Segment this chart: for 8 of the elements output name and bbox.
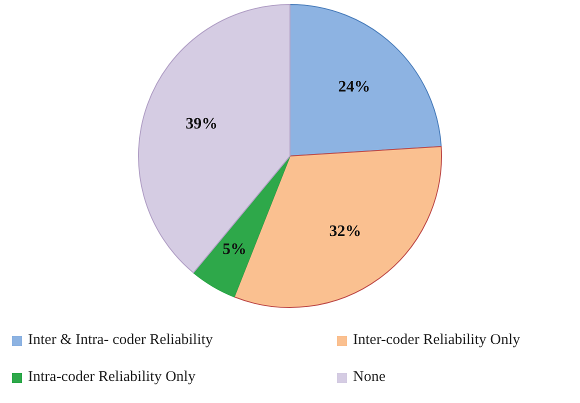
legend-label: Inter-coder Reliability Only xyxy=(353,332,520,349)
data-label: 39% xyxy=(186,115,218,132)
legend-label: None xyxy=(353,369,386,386)
legend-label: Intra-coder Reliability Only xyxy=(28,369,196,386)
data-label: 32% xyxy=(329,223,362,240)
legend-label: Inter & Intra- coder Reliability xyxy=(28,332,213,349)
data-label: 24% xyxy=(338,78,370,96)
data-label: 5% xyxy=(222,241,246,258)
